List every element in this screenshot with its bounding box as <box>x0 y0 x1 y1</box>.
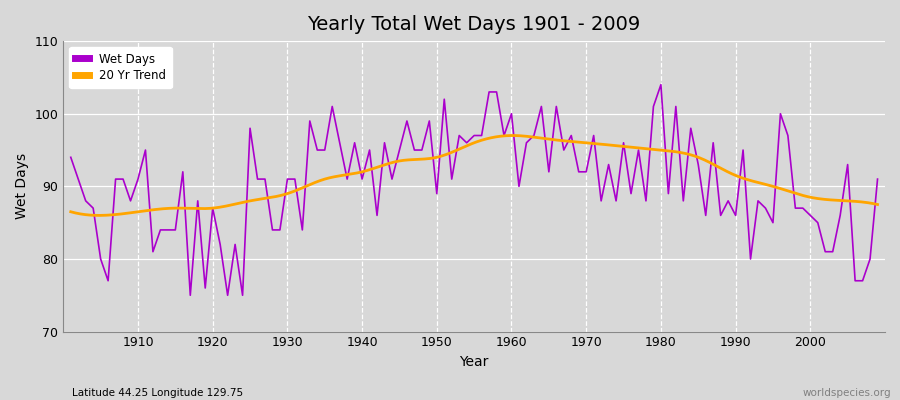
Title: Yearly Total Wet Days 1901 - 2009: Yearly Total Wet Days 1901 - 2009 <box>308 15 641 34</box>
20 Yr Trend <box>450 148 461 153</box>
Line: 20 Yr Trend: 20 Yr Trend <box>71 136 878 216</box>
Text: Latitude 44.25 Longitude 129.75: Latitude 44.25 Longitude 129.75 <box>72 388 243 398</box>
Text: worldspecies.org: worldspecies.org <box>803 388 891 398</box>
X-axis label: Year: Year <box>460 355 489 369</box>
Wet Days <box>514 184 525 189</box>
Wet Days <box>66 155 77 160</box>
Wet Days <box>184 293 195 298</box>
Wet Days <box>872 177 883 182</box>
Line: Wet Days: Wet Days <box>71 85 878 295</box>
Wet Days <box>603 162 614 167</box>
20 Yr Trend <box>872 202 883 207</box>
Wet Days <box>297 228 308 232</box>
20 Yr Trend <box>503 133 514 138</box>
20 Yr Trend <box>549 137 560 142</box>
Wet Days <box>506 111 517 116</box>
Wet Days <box>125 198 136 203</box>
Wet Days <box>342 177 353 182</box>
Legend: Wet Days, 20 Yr Trend: Wet Days, 20 Yr Trend <box>69 47 172 88</box>
20 Yr Trend <box>66 209 77 214</box>
20 Yr Trend <box>507 133 517 138</box>
Y-axis label: Wet Days: Wet Days <box>15 153 29 220</box>
20 Yr Trend <box>856 200 867 204</box>
20 Yr Trend <box>94 213 105 218</box>
Wet Days <box>655 82 666 87</box>
20 Yr Trend <box>455 146 466 151</box>
20 Yr Trend <box>730 173 741 178</box>
